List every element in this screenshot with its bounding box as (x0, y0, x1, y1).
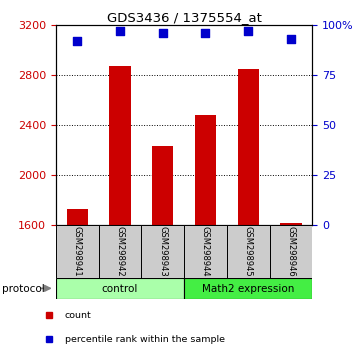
Bar (184, 278, 312, 299)
Bar (99, 225, 142, 278)
Bar (238, 69, 259, 354)
Bar (195, 115, 216, 354)
Text: GSM298942: GSM298942 (116, 226, 125, 277)
Bar (227, 225, 270, 278)
Point (288, 36, 294, 42)
Bar (152, 146, 173, 354)
Title: GDS3436 / 1375554_at: GDS3436 / 1375554_at (106, 11, 262, 24)
Text: GSM298945: GSM298945 (244, 226, 253, 277)
Text: Math2 expression: Math2 expression (202, 284, 294, 293)
Bar (56, 278, 184, 299)
Text: control: control (102, 284, 138, 293)
Text: protocol: protocol (2, 284, 44, 294)
Bar (184, 225, 227, 278)
Text: GSM298943: GSM298943 (158, 226, 167, 277)
Point (160, 30, 166, 36)
Text: count: count (65, 311, 91, 320)
Text: GSM298941: GSM298941 (73, 226, 82, 277)
Point (203, 30, 208, 36)
Point (74, 38, 80, 44)
Bar (56, 225, 99, 278)
Bar (142, 225, 184, 278)
Text: GSM298944: GSM298944 (201, 226, 210, 277)
Point (117, 28, 123, 34)
Bar (67, 209, 88, 354)
Point (245, 28, 251, 34)
Text: GSM298946: GSM298946 (286, 226, 295, 277)
Bar (109, 66, 131, 354)
Bar (270, 225, 312, 278)
Bar (280, 223, 301, 354)
Text: percentile rank within the sample: percentile rank within the sample (65, 335, 225, 344)
